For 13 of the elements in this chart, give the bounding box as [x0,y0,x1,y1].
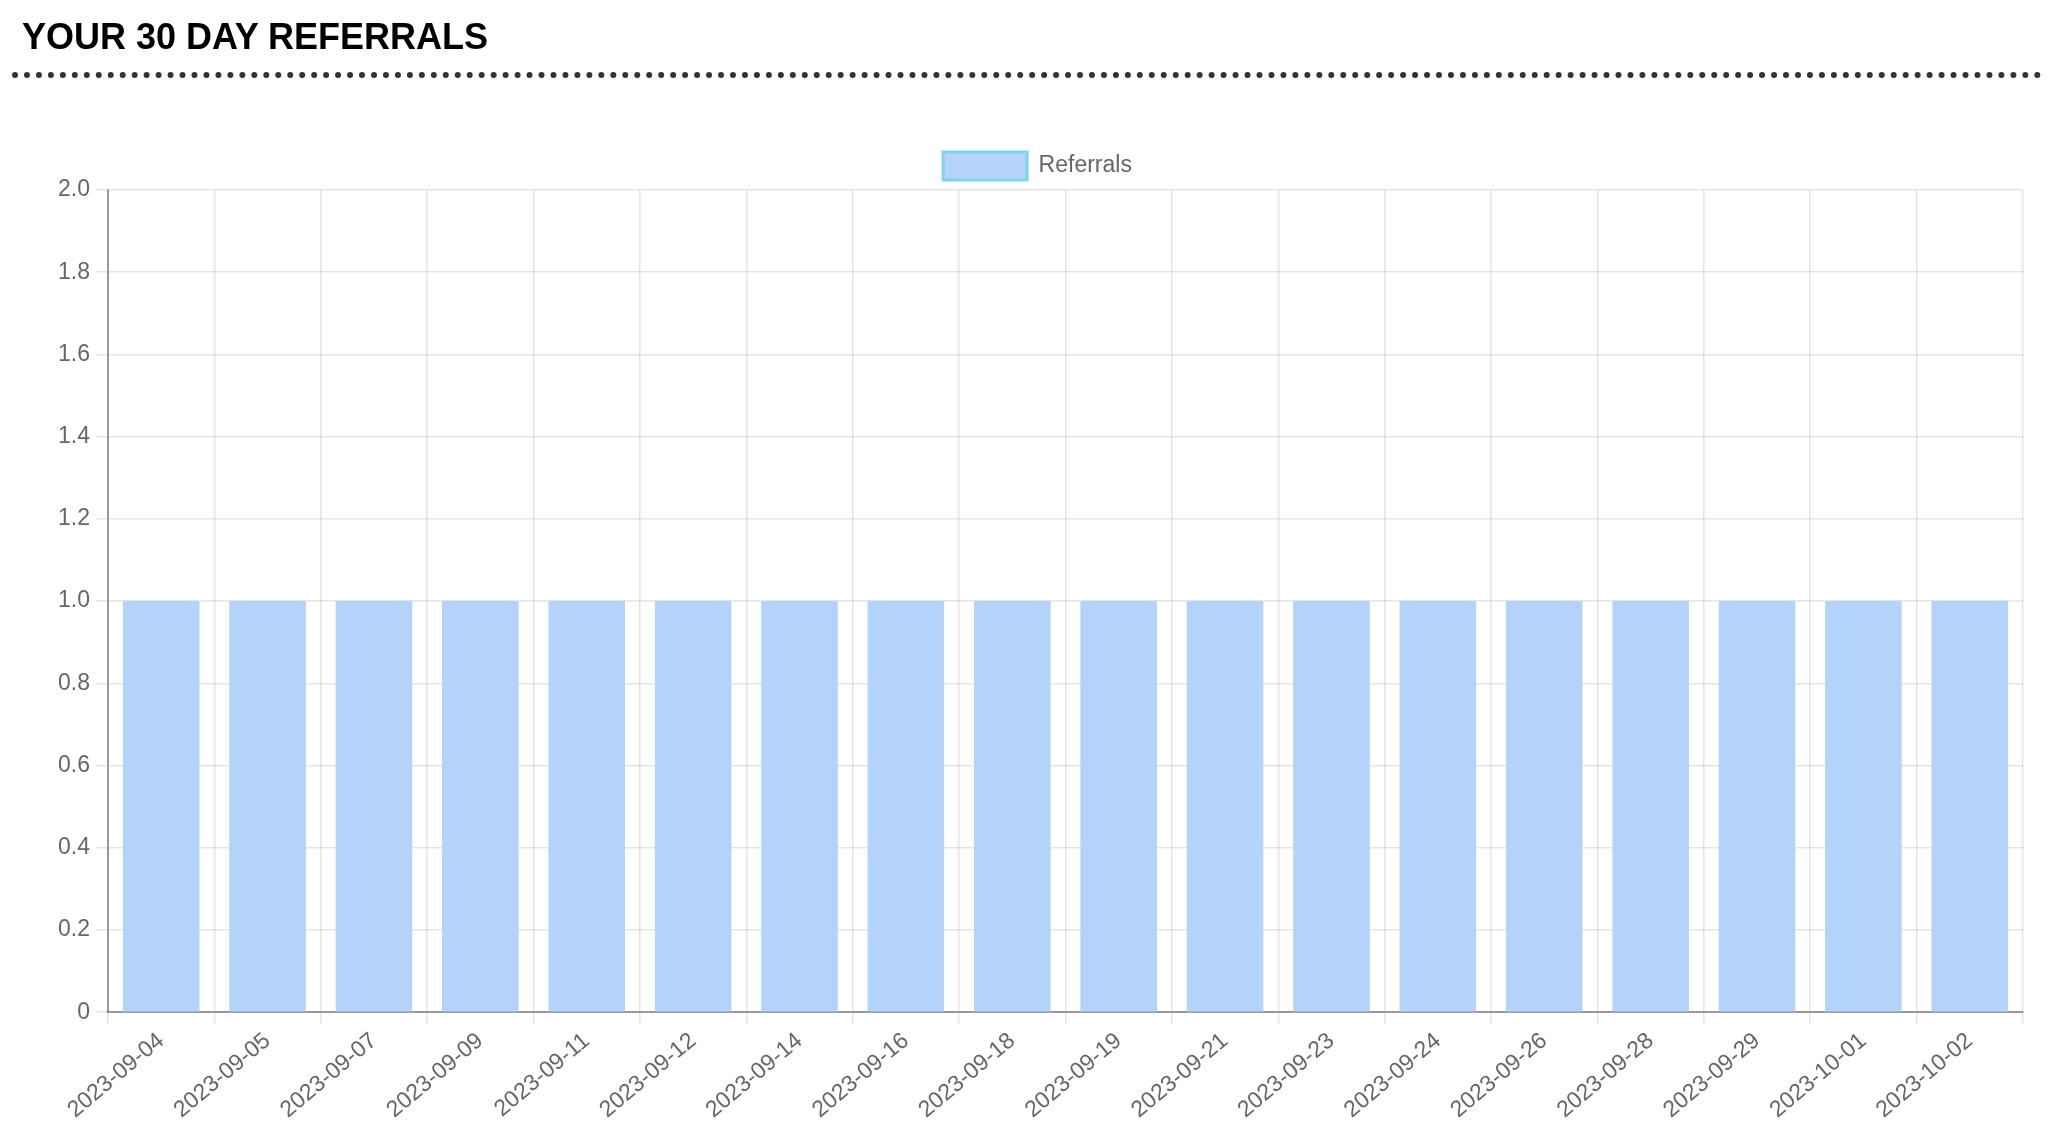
y-tick-label: 0.6 [57,750,90,777]
y-tick-label: 1.8 [57,257,90,284]
y-tick-label: 0 [77,997,90,1024]
y-tick-label: 0.4 [57,833,91,860]
y-tick-label: 1.6 [57,339,90,366]
y-tick-label: 1.2 [57,504,90,531]
y-tick-label: 1.0 [57,586,90,613]
y-tick-label: 1.4 [57,422,91,449]
legend-label: Referrals [1038,151,1132,178]
y-tick-label: 0.8 [57,668,90,695]
chart-title: YOUR 30 DAY REFERRALS [21,15,490,59]
y-tick-label: 2.0 [57,175,90,202]
y-tick-label: 0.2 [57,915,90,942]
